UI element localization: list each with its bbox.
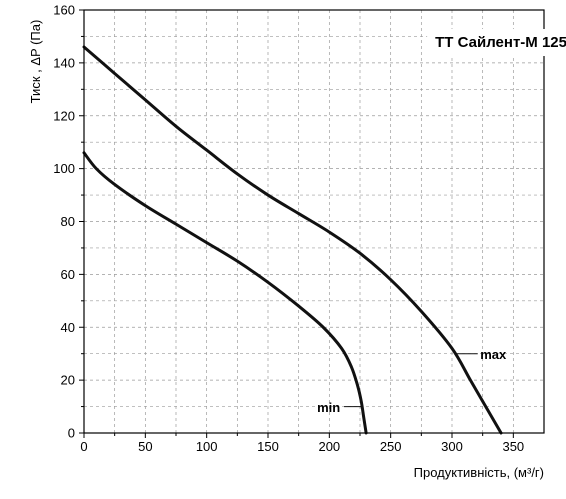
chart-title: ТТ Сайлент-М 125 xyxy=(435,34,566,51)
series-line-max xyxy=(82,45,503,435)
x-tick-label: 200 xyxy=(318,439,340,454)
x-tick-label: 100 xyxy=(196,439,218,454)
x-axis-title: Продуктивність, (м³/г) xyxy=(414,465,544,480)
series-label-min: min xyxy=(317,400,340,415)
x-tick-label: 50 xyxy=(138,439,152,454)
y-tick-label: 20 xyxy=(61,373,75,388)
y-tick-label: 0 xyxy=(68,426,75,441)
grid xyxy=(84,10,544,433)
x-tick-label: 250 xyxy=(380,439,402,454)
y-tick-label: 120 xyxy=(53,108,75,123)
chart-title-box xyxy=(427,29,566,57)
x-tick-label: 0 xyxy=(80,439,87,454)
plot-frame xyxy=(83,9,545,434)
y-axis-title: Тиск , ΔP (Па) xyxy=(28,20,43,104)
x-tick-label: 150 xyxy=(257,439,279,454)
y-tick-label: 100 xyxy=(53,161,75,176)
y-tick-label: 160 xyxy=(53,3,75,18)
x-tick-label: 300 xyxy=(441,439,463,454)
y-tick-label: 60 xyxy=(61,267,75,282)
y-tick-label: 140 xyxy=(53,55,75,70)
y-tick-label: 80 xyxy=(61,214,75,229)
y-tick-label: 40 xyxy=(61,320,75,335)
series-line-min xyxy=(82,151,368,435)
x-tick-label: 350 xyxy=(502,439,524,454)
x-axis-ticks: 0 50 100 150 200 250 300 350 xyxy=(80,433,524,454)
y-axis-ticks: 0 20 40 60 80 100 120 140 160 xyxy=(53,3,84,441)
series-label-max: max xyxy=(480,347,507,362)
series-layer xyxy=(82,45,503,435)
